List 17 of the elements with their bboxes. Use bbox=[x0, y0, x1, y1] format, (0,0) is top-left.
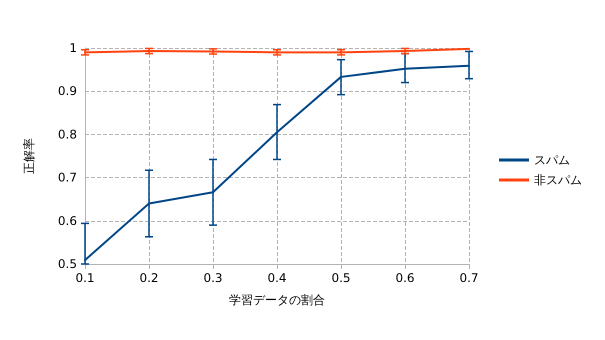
x-tick-label: 0.3 bbox=[203, 271, 223, 285]
x-tick-label: 0.6 bbox=[395, 271, 415, 285]
x-axis-title: 学習データの割合 bbox=[229, 293, 325, 307]
x-tick-label: 0.5 bbox=[331, 271, 351, 285]
x-tick-label: 0.1 bbox=[75, 271, 95, 285]
y-tick-label: 0.6 bbox=[58, 214, 77, 228]
y-tick-label: 0.9 bbox=[58, 84, 77, 98]
x-tick-label: 0.2 bbox=[139, 271, 159, 285]
y-tick-label: 0.8 bbox=[58, 127, 77, 142]
y-tick-label: 0.7 bbox=[58, 170, 77, 185]
y-tick-label: 1 bbox=[69, 41, 77, 55]
y-tick-label: 0.5 bbox=[58, 257, 77, 271]
x-tick-label: 0.7 bbox=[459, 271, 479, 285]
legend-label: 非スパム bbox=[534, 173, 582, 187]
legend-label: スパム bbox=[534, 153, 570, 167]
x-tick-label: 0.4 bbox=[267, 271, 287, 285]
y-axis-title: 正解率 bbox=[22, 138, 36, 174]
